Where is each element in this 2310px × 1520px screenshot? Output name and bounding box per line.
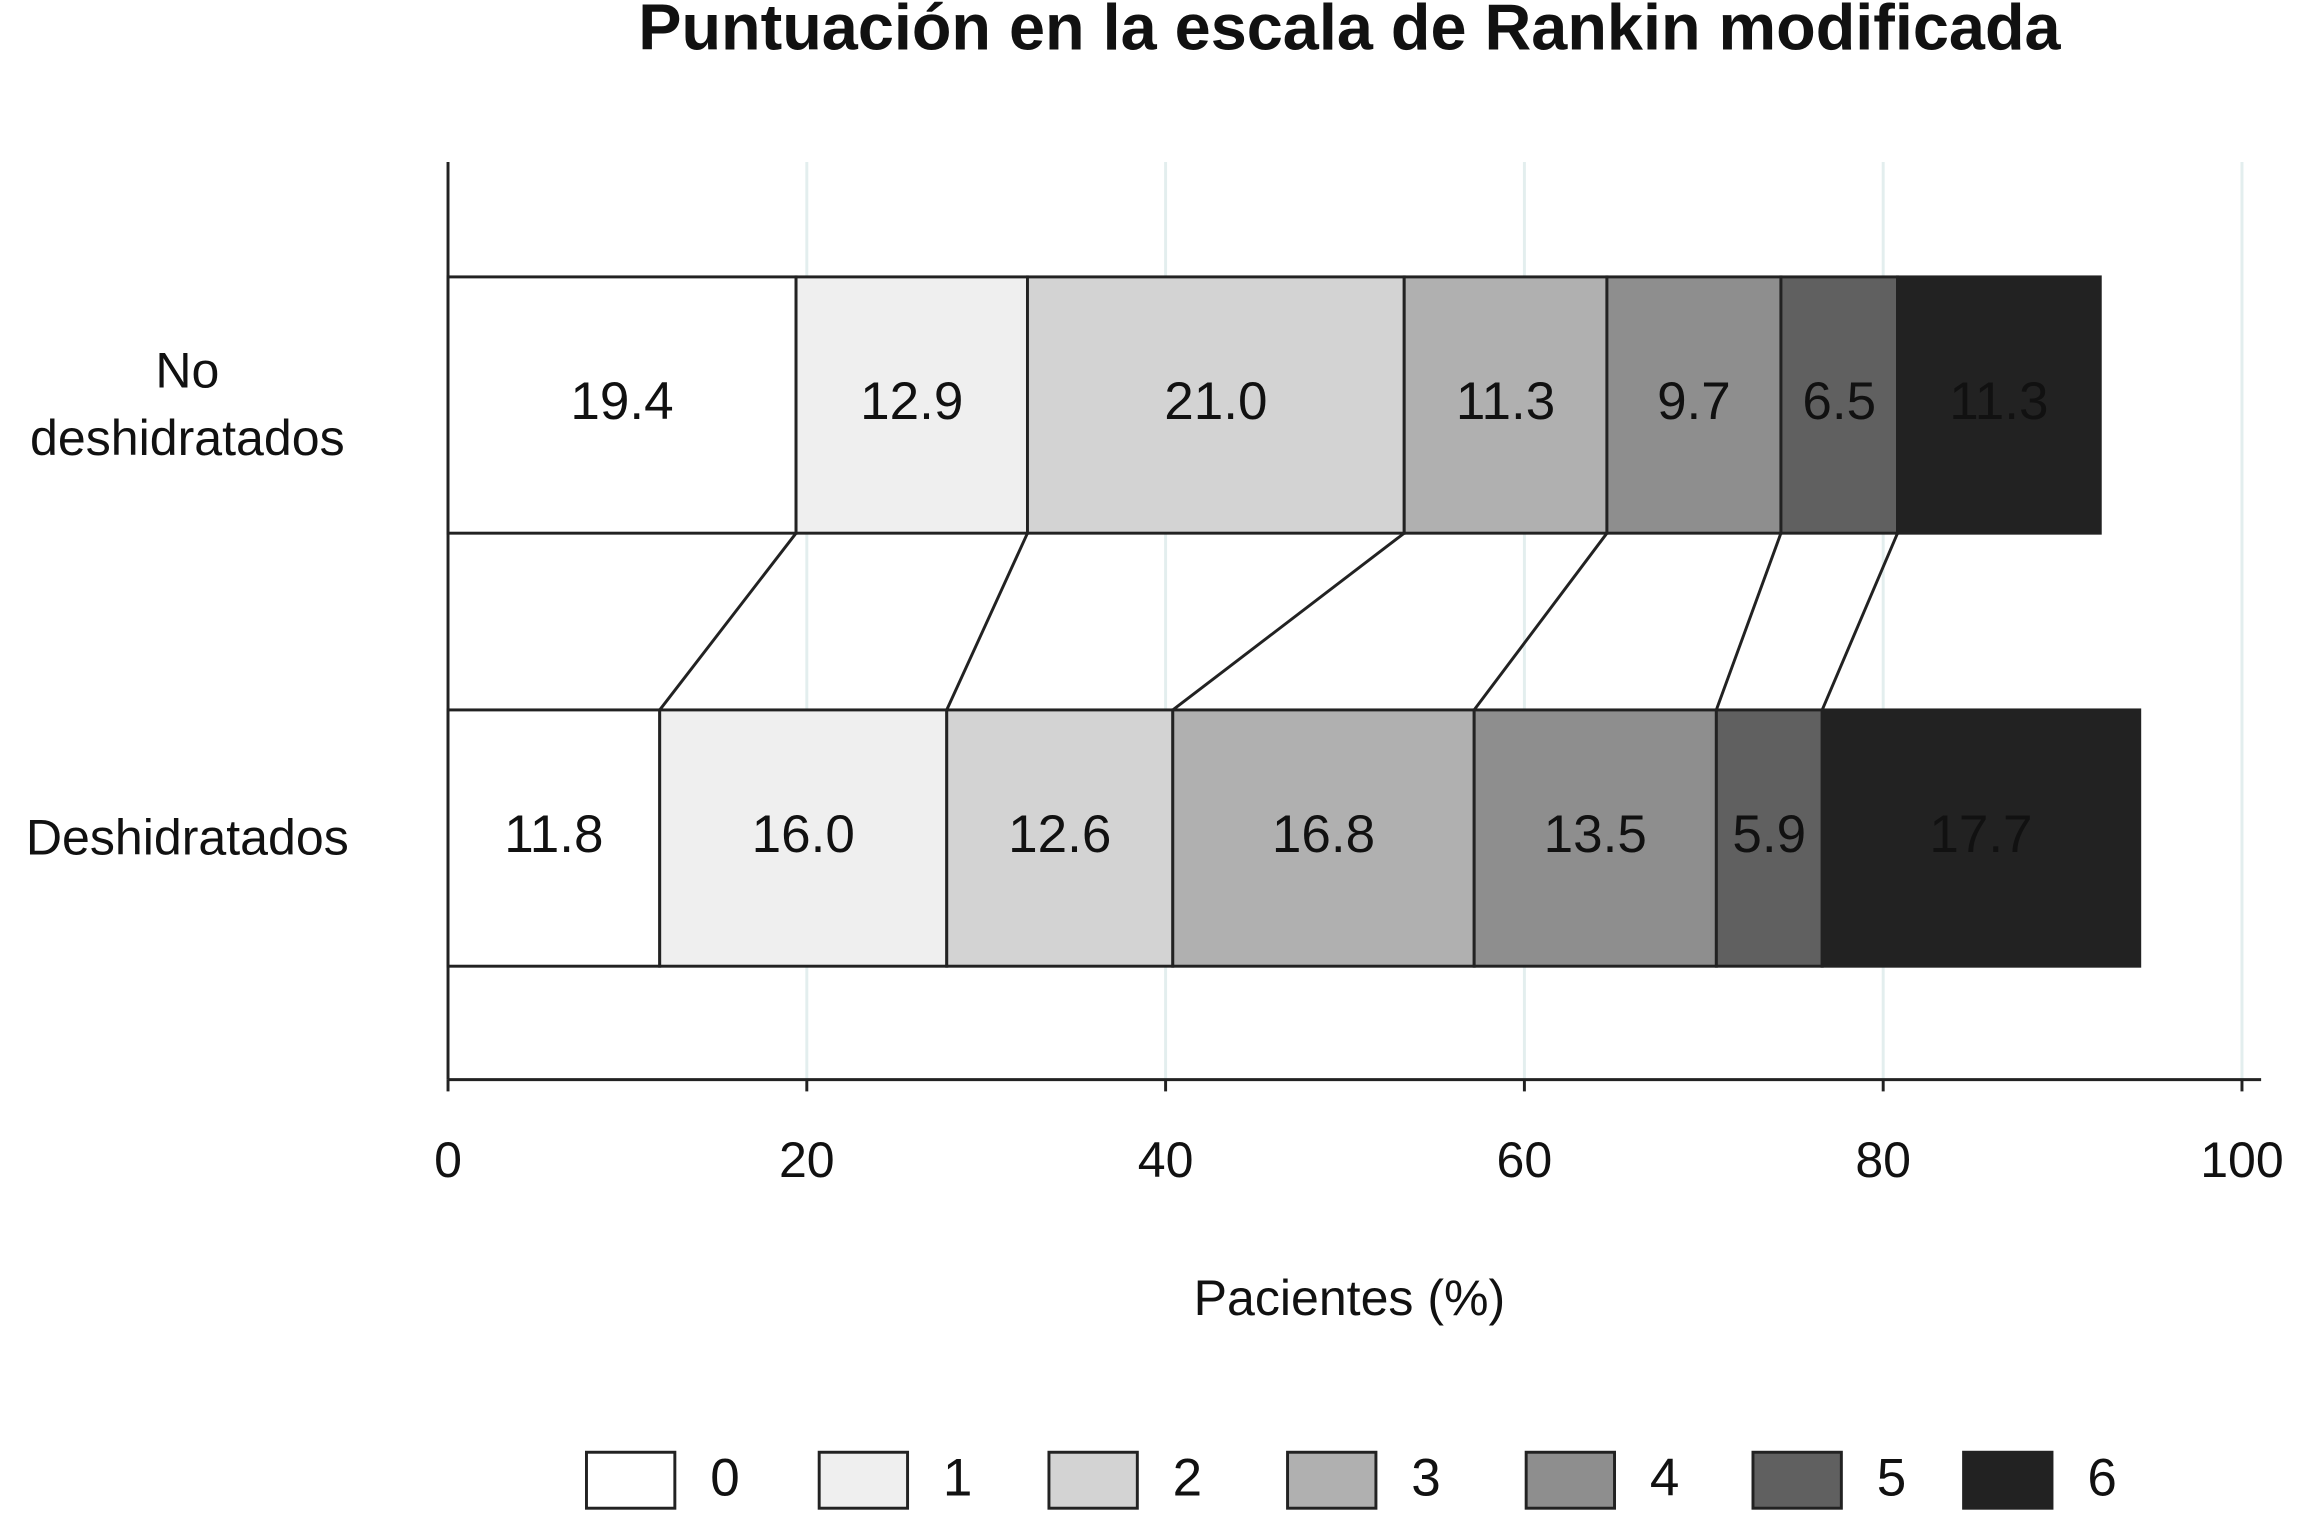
- x-tick-label: 80: [1855, 1132, 1911, 1188]
- y-tick-label: No deshidratados: [30, 343, 345, 467]
- data-label: 11.8: [504, 805, 603, 864]
- data-label: 11.3: [1456, 372, 1555, 431]
- x-tick-label: 40: [1138, 1132, 1194, 1188]
- legend-swatch: [585, 1450, 677, 1510]
- connector: [1714, 532, 1783, 711]
- data-label: 9.7: [1657, 372, 1731, 431]
- bar-segment: [1472, 708, 1718, 968]
- bar-segment: [1820, 708, 2142, 968]
- category-label-box: No deshidratados: [30, 343, 345, 467]
- legend-label: 2: [1173, 1449, 1203, 1508]
- data-label: 19.4: [570, 372, 673, 431]
- x-axis-label: Pacientes (%): [1194, 1270, 1506, 1326]
- bar-segment: [1779, 275, 1900, 535]
- connector: [658, 532, 798, 711]
- bar-segment: [1025, 275, 1406, 535]
- legend-label: 0: [710, 1449, 740, 1508]
- legend-label: 3: [1411, 1449, 1441, 1508]
- connector: [945, 532, 1029, 711]
- legend-swatch: [1047, 1450, 1139, 1510]
- chart-title: Puntuación en la escala de Rankin modifi…: [638, 0, 2061, 64]
- legend-swatch: [1751, 1450, 1843, 1510]
- x-tick-label: 100: [2200, 1132, 2284, 1188]
- data-label: 12.6: [1008, 805, 1111, 864]
- legend-swatch: [1286, 1450, 1378, 1510]
- connector: [1820, 532, 1899, 711]
- data-label: 16.0: [752, 805, 855, 864]
- legend-swatch: [1524, 1450, 1617, 1510]
- bar-segment: [658, 708, 949, 968]
- data-label: 5.9: [1732, 805, 1806, 864]
- legend-label: 4: [1650, 1449, 1680, 1508]
- legend-label: 6: [2087, 1449, 2116, 1508]
- bar-segment: [1171, 708, 1476, 968]
- bar-segment: [1896, 275, 2102, 535]
- y-tick-label: Deshidratados: [25, 810, 349, 867]
- legend-label: 1: [943, 1449, 973, 1508]
- legend-swatch: [817, 1450, 910, 1510]
- category-label-box: Deshidratados: [25, 810, 349, 867]
- data-label: 6.5: [1802, 372, 1876, 431]
- data-label: 12.9: [860, 372, 963, 431]
- bar-segment: [945, 708, 1175, 968]
- data-label: 13.5: [1544, 805, 1647, 864]
- bar-segment: [1714, 708, 1824, 968]
- x-tick-label: 0: [434, 1132, 462, 1188]
- legend-label: 5: [1877, 1449, 1907, 1508]
- legend-swatch: [1962, 1450, 2054, 1510]
- bar-segment: [446, 708, 662, 968]
- data-label: 21.0: [1164, 372, 1267, 431]
- connector: [1472, 532, 1609, 711]
- data-label: 17.7: [1929, 805, 2032, 864]
- x-tick-label: 60: [1497, 1132, 1553, 1188]
- data-label: 16.8: [1272, 805, 1375, 864]
- data-label: 11.3: [1949, 372, 2048, 431]
- connector: [1171, 532, 1406, 712]
- x-tick-label: 20: [779, 1132, 835, 1188]
